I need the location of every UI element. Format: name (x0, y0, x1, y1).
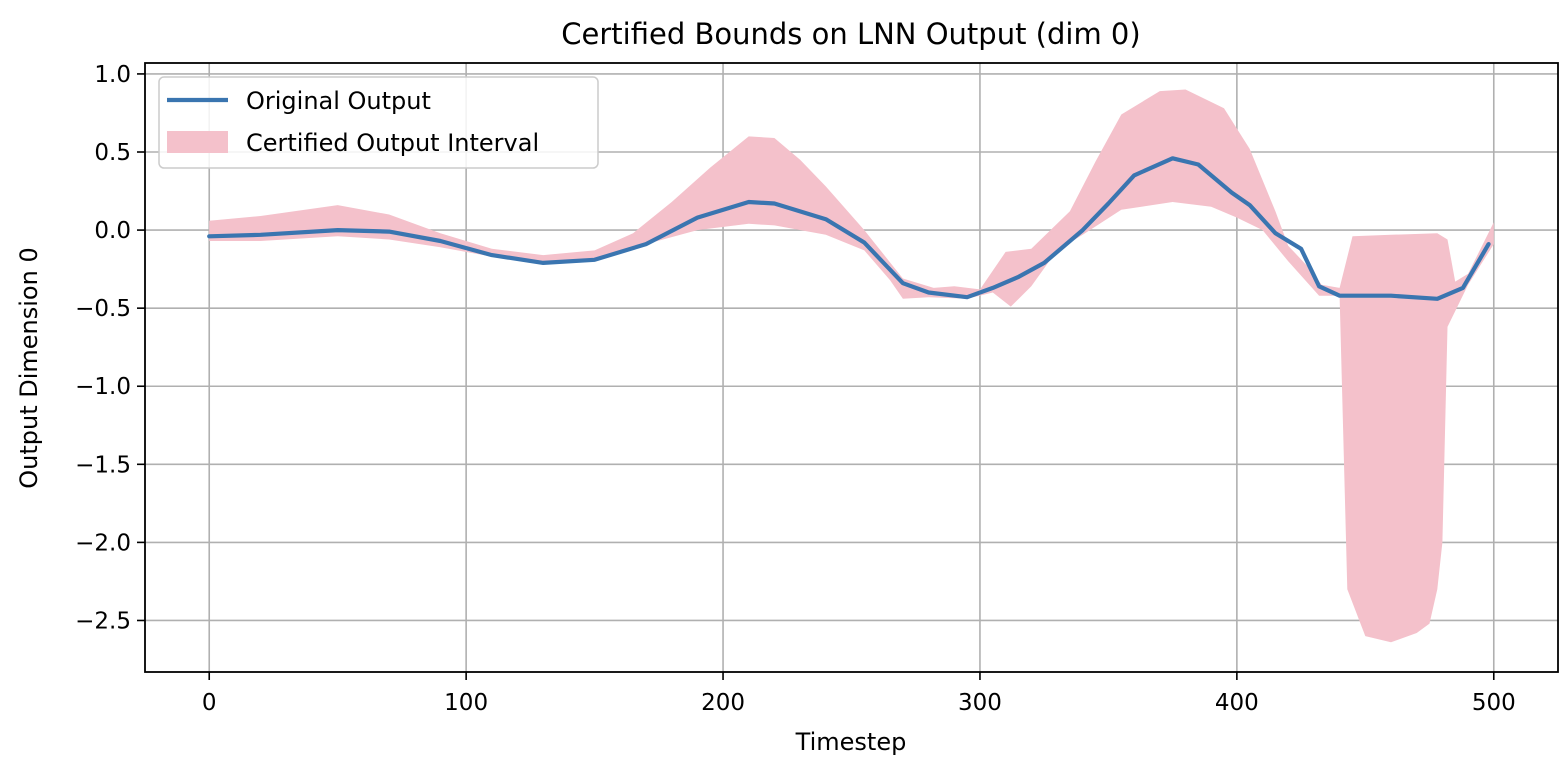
grid (145, 63, 1558, 672)
legend-label-original-output: Original Output (246, 87, 431, 115)
chart-title: Certified Bounds on LNN Output (dim 0) (561, 17, 1140, 51)
ticks: 0 100 200 300 400 500 1.0 0.5 0.0 −0.5 −1.0 −1.5 −2.… (75, 62, 1516, 716)
x-tick-label: 400 (1215, 690, 1259, 716)
legend: Original Output Certified Output Interva… (158, 76, 599, 169)
y-tick-label: −1.0 (75, 374, 131, 400)
y-tick-label: −0.5 (75, 296, 131, 322)
legend-box (158, 76, 599, 169)
plot-frame (144, 62, 1559, 673)
x-tick-label: 100 (444, 690, 488, 716)
x-tick-label: 200 (701, 690, 745, 716)
x-tick-label: 300 (958, 690, 1002, 716)
x-tick-label: 0 (202, 690, 217, 716)
y-tick-label: −2.0 (75, 530, 131, 556)
legend-label-certified-interval: Certified Output Interval (246, 129, 539, 157)
y-tick-label: −1.5 (75, 452, 131, 478)
certified-interval-band (209, 89, 1494, 643)
y-tick-label: −2.5 (75, 608, 131, 634)
x-tick-label: 500 (1472, 690, 1516, 716)
legend-band-swatch (167, 131, 228, 153)
x-axis-title: Timestep (795, 728, 907, 756)
y-axis-title: Output Dimension 0 (15, 247, 43, 488)
original-output-line (207, 156, 1491, 301)
y-tick-label: 0.0 (94, 218, 131, 244)
y-tick-label: 1.0 (94, 62, 131, 88)
y-tick-label: 0.5 (94, 140, 131, 166)
